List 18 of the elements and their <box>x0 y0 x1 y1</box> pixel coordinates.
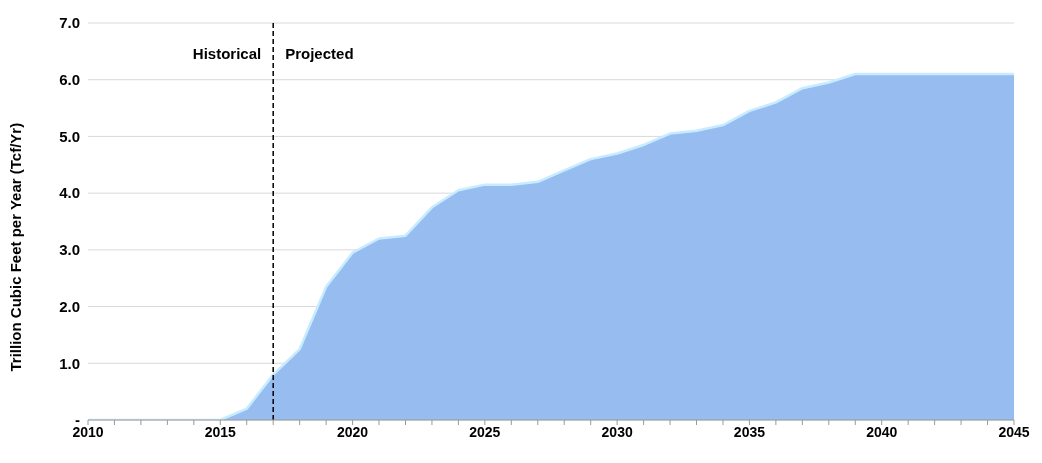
y-tick-label: 7.0 <box>59 14 80 32</box>
x-tick-label: 2025 <box>469 423 501 440</box>
x-tick-label: 2015 <box>204 423 237 440</box>
x-tick-label: 2030 <box>601 423 633 440</box>
annotation: Historical <box>192 45 262 62</box>
y-tick-label: 3.0 <box>59 241 80 259</box>
y-tick-label: 1.0 <box>59 354 80 372</box>
x-tick-label: 2045 <box>998 423 1030 440</box>
y-tick-label: 2.0 <box>59 297 80 315</box>
y-tick-label: 4.0 <box>59 184 80 202</box>
y-axis-title: Trillion Cubic Feet per Year (Tcf/Yr) <box>7 122 25 372</box>
x-tick-label: 2035 <box>733 423 766 440</box>
y-tick-label: 6.0 <box>59 71 80 89</box>
annotation: Projected <box>285 45 354 62</box>
x-tick-label: 2010 <box>72 423 104 440</box>
x-tick-label: 2020 <box>336 423 369 440</box>
y-tick-label: 5.0 <box>59 127 80 145</box>
x-tick-label: 2040 <box>866 423 898 440</box>
